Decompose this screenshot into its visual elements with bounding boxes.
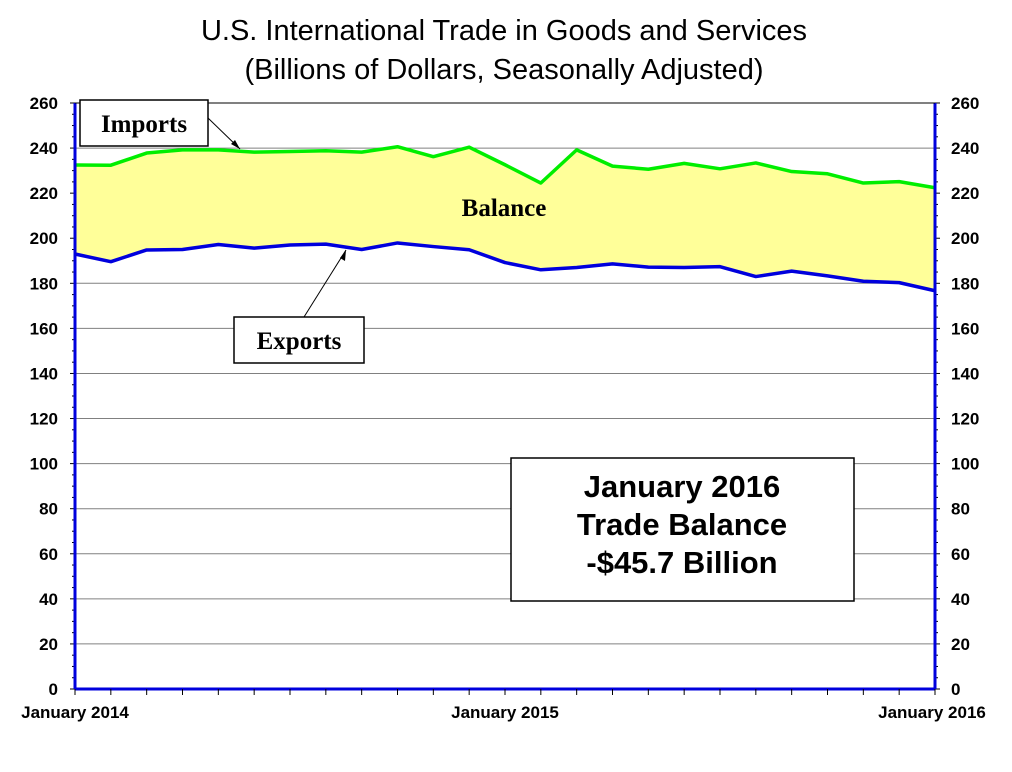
imports-callout-arrowhead (231, 140, 240, 149)
y-tick-label-left: 220 (30, 184, 58, 203)
y-tick-label-right: 260 (951, 94, 979, 113)
y-tick-label-left: 260 (30, 94, 58, 113)
exports-callout-box (233, 316, 365, 364)
exports-callout: Exports (233, 249, 365, 364)
y-tick-label-right: 40 (951, 590, 970, 609)
y-tick-label-left: 20 (39, 635, 58, 654)
y-tick-label-left: 0 (49, 680, 58, 699)
x-tick-label: January 2014 (21, 703, 129, 722)
y-tick-label-left: 200 (30, 229, 58, 248)
y-tick-label-right: 180 (951, 274, 979, 293)
imports-callout-label: Imports (101, 111, 187, 138)
y-tick-label-right: 160 (951, 319, 979, 338)
balance-area-layer (75, 146, 935, 291)
series-lines (74, 144, 936, 293)
summary-period: January 2016 (584, 469, 780, 504)
chart-title: U.S. International Trade in Goods and Se… (201, 15, 807, 47)
x-tick-label: January 2015 (451, 703, 559, 722)
axes (70, 102, 940, 695)
chart-subtitle: (Billions of Dollars, Seasonally Adjuste… (244, 54, 763, 86)
y-tick-label-left: 160 (30, 319, 58, 338)
imports-callout-box (79, 99, 209, 147)
y-tick-label-right: 0 (951, 680, 960, 699)
exports-line (74, 241, 936, 293)
y-tick-label-right: 220 (951, 184, 979, 203)
y-tick-label-left: 120 (30, 410, 58, 429)
y-tick-label-right: 240 (951, 139, 979, 158)
y-tick-label-right: 20 (951, 635, 970, 654)
y-tick-label-left: 100 (30, 455, 58, 474)
balance-area (75, 146, 935, 291)
y-tick-label-right: 80 (951, 500, 970, 519)
summary-box (510, 457, 855, 602)
x-tick-label: January 2016 (878, 703, 986, 722)
y-tick-label-left: 140 (30, 364, 58, 383)
y-tick-label-right: 60 (951, 545, 970, 564)
balance-label: Balance (462, 195, 547, 222)
y-tick-label-left: 40 (39, 590, 58, 609)
y-tick-label-left: 60 (39, 545, 58, 564)
y-tick-label-right: 100 (951, 455, 979, 474)
y-tick-label-right: 140 (951, 364, 979, 383)
summary-value: -$45.7 Billion (586, 545, 777, 580)
tick-labels: 0 0 20 20 40 40 60 60 80 80 100 100 120 120 140 140 160 1… (21, 94, 986, 722)
y-tick-label-left: 240 (30, 139, 58, 158)
exports-callout-arrowhead (340, 250, 346, 261)
imports-callout: Imports (79, 99, 241, 150)
y-tick-label-right: 120 (951, 410, 979, 429)
y-tick-label-left: 180 (30, 274, 58, 293)
imports-line (74, 144, 936, 190)
y-tick-label-right: 200 (951, 229, 979, 248)
exports-callout-label: Exports (257, 328, 342, 355)
exports-callout-arrow (303, 249, 347, 318)
trade-balance-summary: January 2016 Trade Balance -$45.7 Billio… (510, 457, 855, 602)
y-tick-label-left: 80 (39, 500, 58, 519)
summary-heading: Trade Balance (577, 507, 787, 542)
